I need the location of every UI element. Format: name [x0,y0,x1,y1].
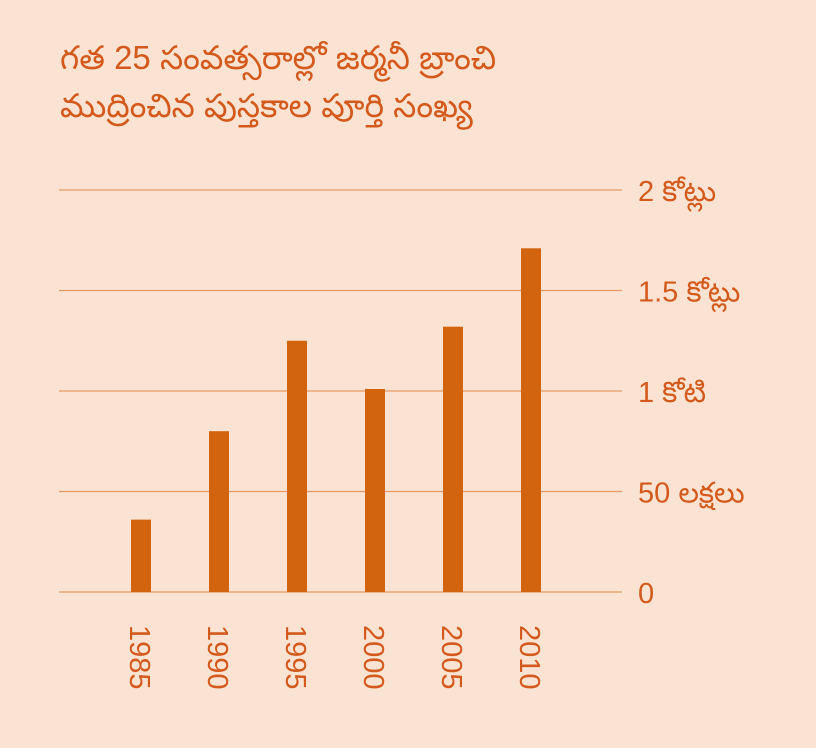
bar-2005 [443,326,463,592]
x-tick-label: 2005 [435,625,467,690]
bar-1990 [209,431,229,592]
y-tick-label: 0 [638,578,654,610]
x-tick-label: 1990 [201,625,233,690]
y-tick-label: 1 కోటి [638,377,706,409]
x-tick-label: 1985 [123,625,155,690]
y-tick-label: 50 లక్షలు [638,478,745,511]
bar-2000 [365,388,385,592]
chart-title: గత 25 సంవత్సరాల్లో జర్మనీ బ్రాంచి ముద్రి… [60,34,496,130]
chart-title-line-2: ముద్రించిన పుస్తకాల పూర్తి సంఖ్య [60,87,473,124]
bar-2010 [521,248,541,593]
bar-1995 [287,340,307,592]
x-tick-label: 2010 [513,625,545,690]
bar-1985 [131,519,151,592]
y-tick-label: 1.5 కోట్లు [638,277,740,313]
x-tick-label: 1995 [279,625,311,690]
x-tick-label: 2000 [357,625,389,690]
y-tick-label: 2 కోట్లు [638,176,716,212]
chart-title-line-1: గత 25 సంవత్సరాల్లో జర్మనీ బ్రాంచి [60,39,497,76]
